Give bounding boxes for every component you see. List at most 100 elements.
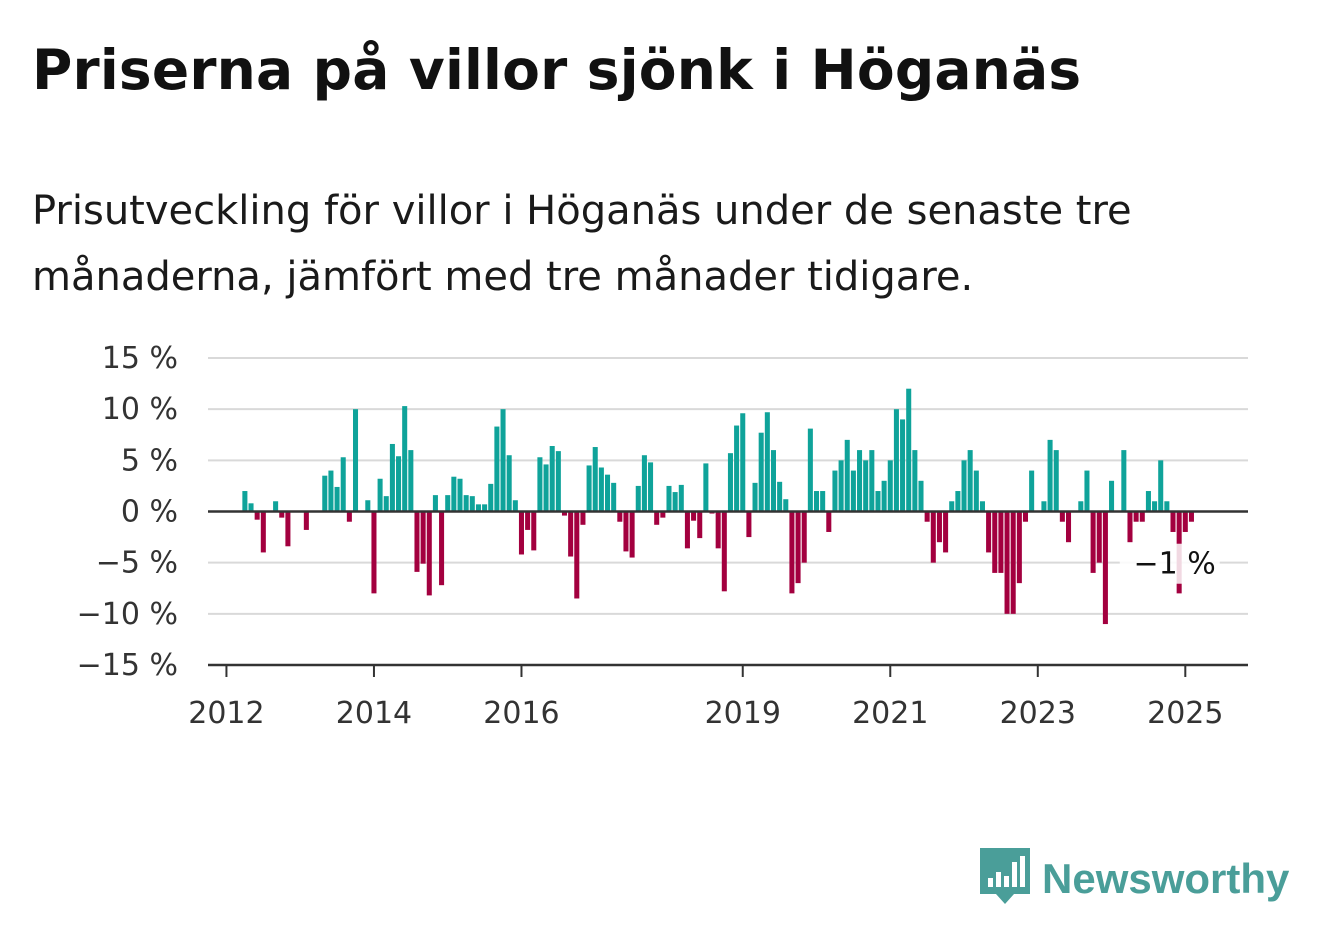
bar	[469, 496, 475, 512]
bar	[654, 511, 660, 525]
bar	[906, 388, 912, 512]
bar	[525, 511, 531, 530]
bar	[1090, 511, 1096, 573]
bar	[1127, 511, 1133, 543]
bar	[721, 511, 727, 592]
bar	[1182, 511, 1188, 532]
bar	[1121, 450, 1127, 512]
bar	[998, 511, 1004, 573]
bar	[285, 511, 291, 547]
bar	[463, 495, 469, 512]
x-tick-label: 2016	[483, 696, 559, 731]
bar	[353, 409, 359, 512]
bar	[451, 476, 457, 512]
bar	[813, 491, 820, 512]
bar	[414, 511, 420, 572]
bar	[746, 511, 752, 538]
bar	[795, 511, 801, 584]
bar	[887, 460, 893, 512]
y-tick-label: 5 %	[121, 443, 178, 478]
bar	[482, 504, 488, 512]
bar	[494, 426, 500, 512]
bar	[635, 485, 641, 512]
bar-chart: 15 % 10 % 5 % 0 % −5 % −10 % −15 % 2012 2014 2016…	[77, 341, 1248, 731]
bar	[924, 511, 930, 522]
bar	[396, 456, 402, 512]
bar	[598, 467, 604, 512]
bar	[943, 511, 949, 553]
bar	[850, 470, 856, 512]
bar	[1170, 511, 1176, 532]
bar	[967, 450, 973, 512]
bar	[611, 482, 617, 512]
brand-logo: Newsworthy	[980, 848, 1289, 910]
bar	[666, 485, 672, 512]
bar	[531, 511, 537, 551]
bar	[377, 478, 383, 512]
bar	[1164, 501, 1170, 512]
bar	[648, 462, 654, 512]
bar	[1078, 501, 1084, 512]
bar	[691, 511, 697, 521]
tick-labels: 15 % 10 % 5 % 0 % −5 % −10 % −15 % 2012 2014 2016…	[77, 341, 1224, 731]
bar	[580, 511, 586, 525]
y-tick-label: 15 %	[102, 341, 178, 376]
bar	[617, 511, 623, 522]
bar	[881, 480, 887, 512]
bar	[727, 453, 733, 512]
bar	[863, 460, 869, 512]
bar	[838, 460, 844, 512]
bar	[918, 480, 924, 512]
bar	[684, 511, 690, 549]
bar	[500, 409, 506, 512]
chart-title: Priserna på villor sjönk i Höganäs	[32, 38, 1082, 102]
bar	[801, 511, 807, 563]
bar	[1158, 460, 1164, 512]
x-tick-label: 2019	[705, 696, 781, 731]
bar	[1041, 501, 1047, 512]
bar	[807, 428, 813, 512]
y-tick-label: −15 %	[77, 648, 178, 683]
brand-name: Newsworthy	[1042, 855, 1290, 902]
bar	[893, 409, 899, 512]
bar	[322, 475, 328, 512]
bar	[979, 501, 985, 512]
bar	[1145, 491, 1151, 512]
bar	[340, 457, 346, 512]
bar	[986, 511, 992, 553]
bar	[248, 503, 254, 512]
y-tick-label: 10 %	[102, 392, 178, 427]
bar	[1029, 470, 1035, 512]
bar	[549, 446, 555, 512]
bar	[383, 496, 389, 512]
bar	[279, 511, 285, 518]
bar	[1010, 511, 1016, 614]
bar	[1139, 511, 1145, 522]
bar	[1102, 511, 1108, 625]
bar	[475, 504, 481, 512]
bar	[869, 450, 875, 512]
bar	[568, 511, 574, 557]
bar	[586, 465, 592, 512]
bar	[1022, 511, 1029, 522]
bar	[764, 412, 770, 512]
bar	[592, 447, 598, 512]
bar	[1109, 480, 1115, 512]
bar	[365, 500, 371, 512]
bar	[334, 486, 340, 512]
bar	[961, 460, 967, 512]
bar	[1188, 511, 1194, 522]
bar	[1084, 470, 1090, 512]
bar	[930, 511, 936, 563]
bar	[826, 511, 832, 532]
bar	[512, 500, 518, 512]
bar	[402, 406, 408, 512]
bar	[912, 450, 918, 512]
bar	[740, 413, 746, 512]
y-tick-label: 0 %	[121, 495, 178, 530]
bar	[242, 491, 248, 512]
bar	[506, 455, 512, 512]
bar	[973, 470, 979, 512]
bar	[734, 425, 740, 512]
bar	[1152, 501, 1158, 512]
